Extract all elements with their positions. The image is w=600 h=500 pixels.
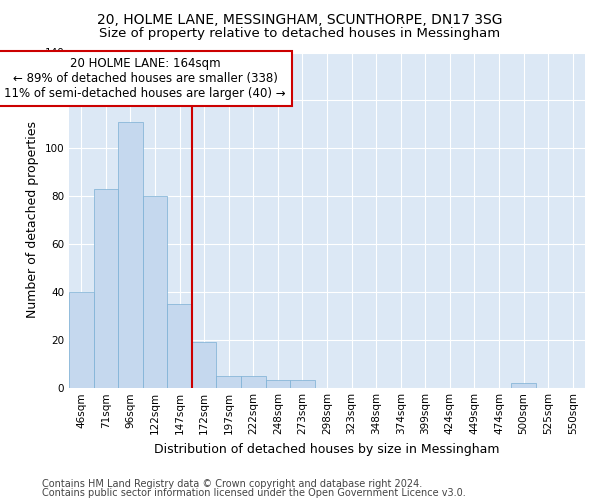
Text: 20, HOLME LANE, MESSINGHAM, SCUNTHORPE, DN17 3SG: 20, HOLME LANE, MESSINGHAM, SCUNTHORPE, … xyxy=(97,12,503,26)
Bar xyxy=(143,196,167,388)
Bar xyxy=(290,380,315,388)
Bar xyxy=(241,376,266,388)
Y-axis label: Number of detached properties: Number of detached properties xyxy=(26,122,39,318)
Bar xyxy=(69,292,94,388)
Text: Contains HM Land Registry data © Crown copyright and database right 2024.: Contains HM Land Registry data © Crown c… xyxy=(42,479,422,489)
Text: Size of property relative to detached houses in Messingham: Size of property relative to detached ho… xyxy=(100,28,500,40)
Bar xyxy=(266,380,290,388)
Bar xyxy=(511,382,536,388)
Bar xyxy=(217,376,241,388)
Bar xyxy=(167,304,192,388)
Bar xyxy=(192,342,217,388)
Text: Contains public sector information licensed under the Open Government Licence v3: Contains public sector information licen… xyxy=(42,488,466,498)
Text: 20 HOLME LANE: 164sqm
← 89% of detached houses are smaller (338)
11% of semi-det: 20 HOLME LANE: 164sqm ← 89% of detached … xyxy=(4,58,286,100)
X-axis label: Distribution of detached houses by size in Messingham: Distribution of detached houses by size … xyxy=(154,443,500,456)
Bar xyxy=(118,122,143,388)
Bar xyxy=(94,189,118,388)
